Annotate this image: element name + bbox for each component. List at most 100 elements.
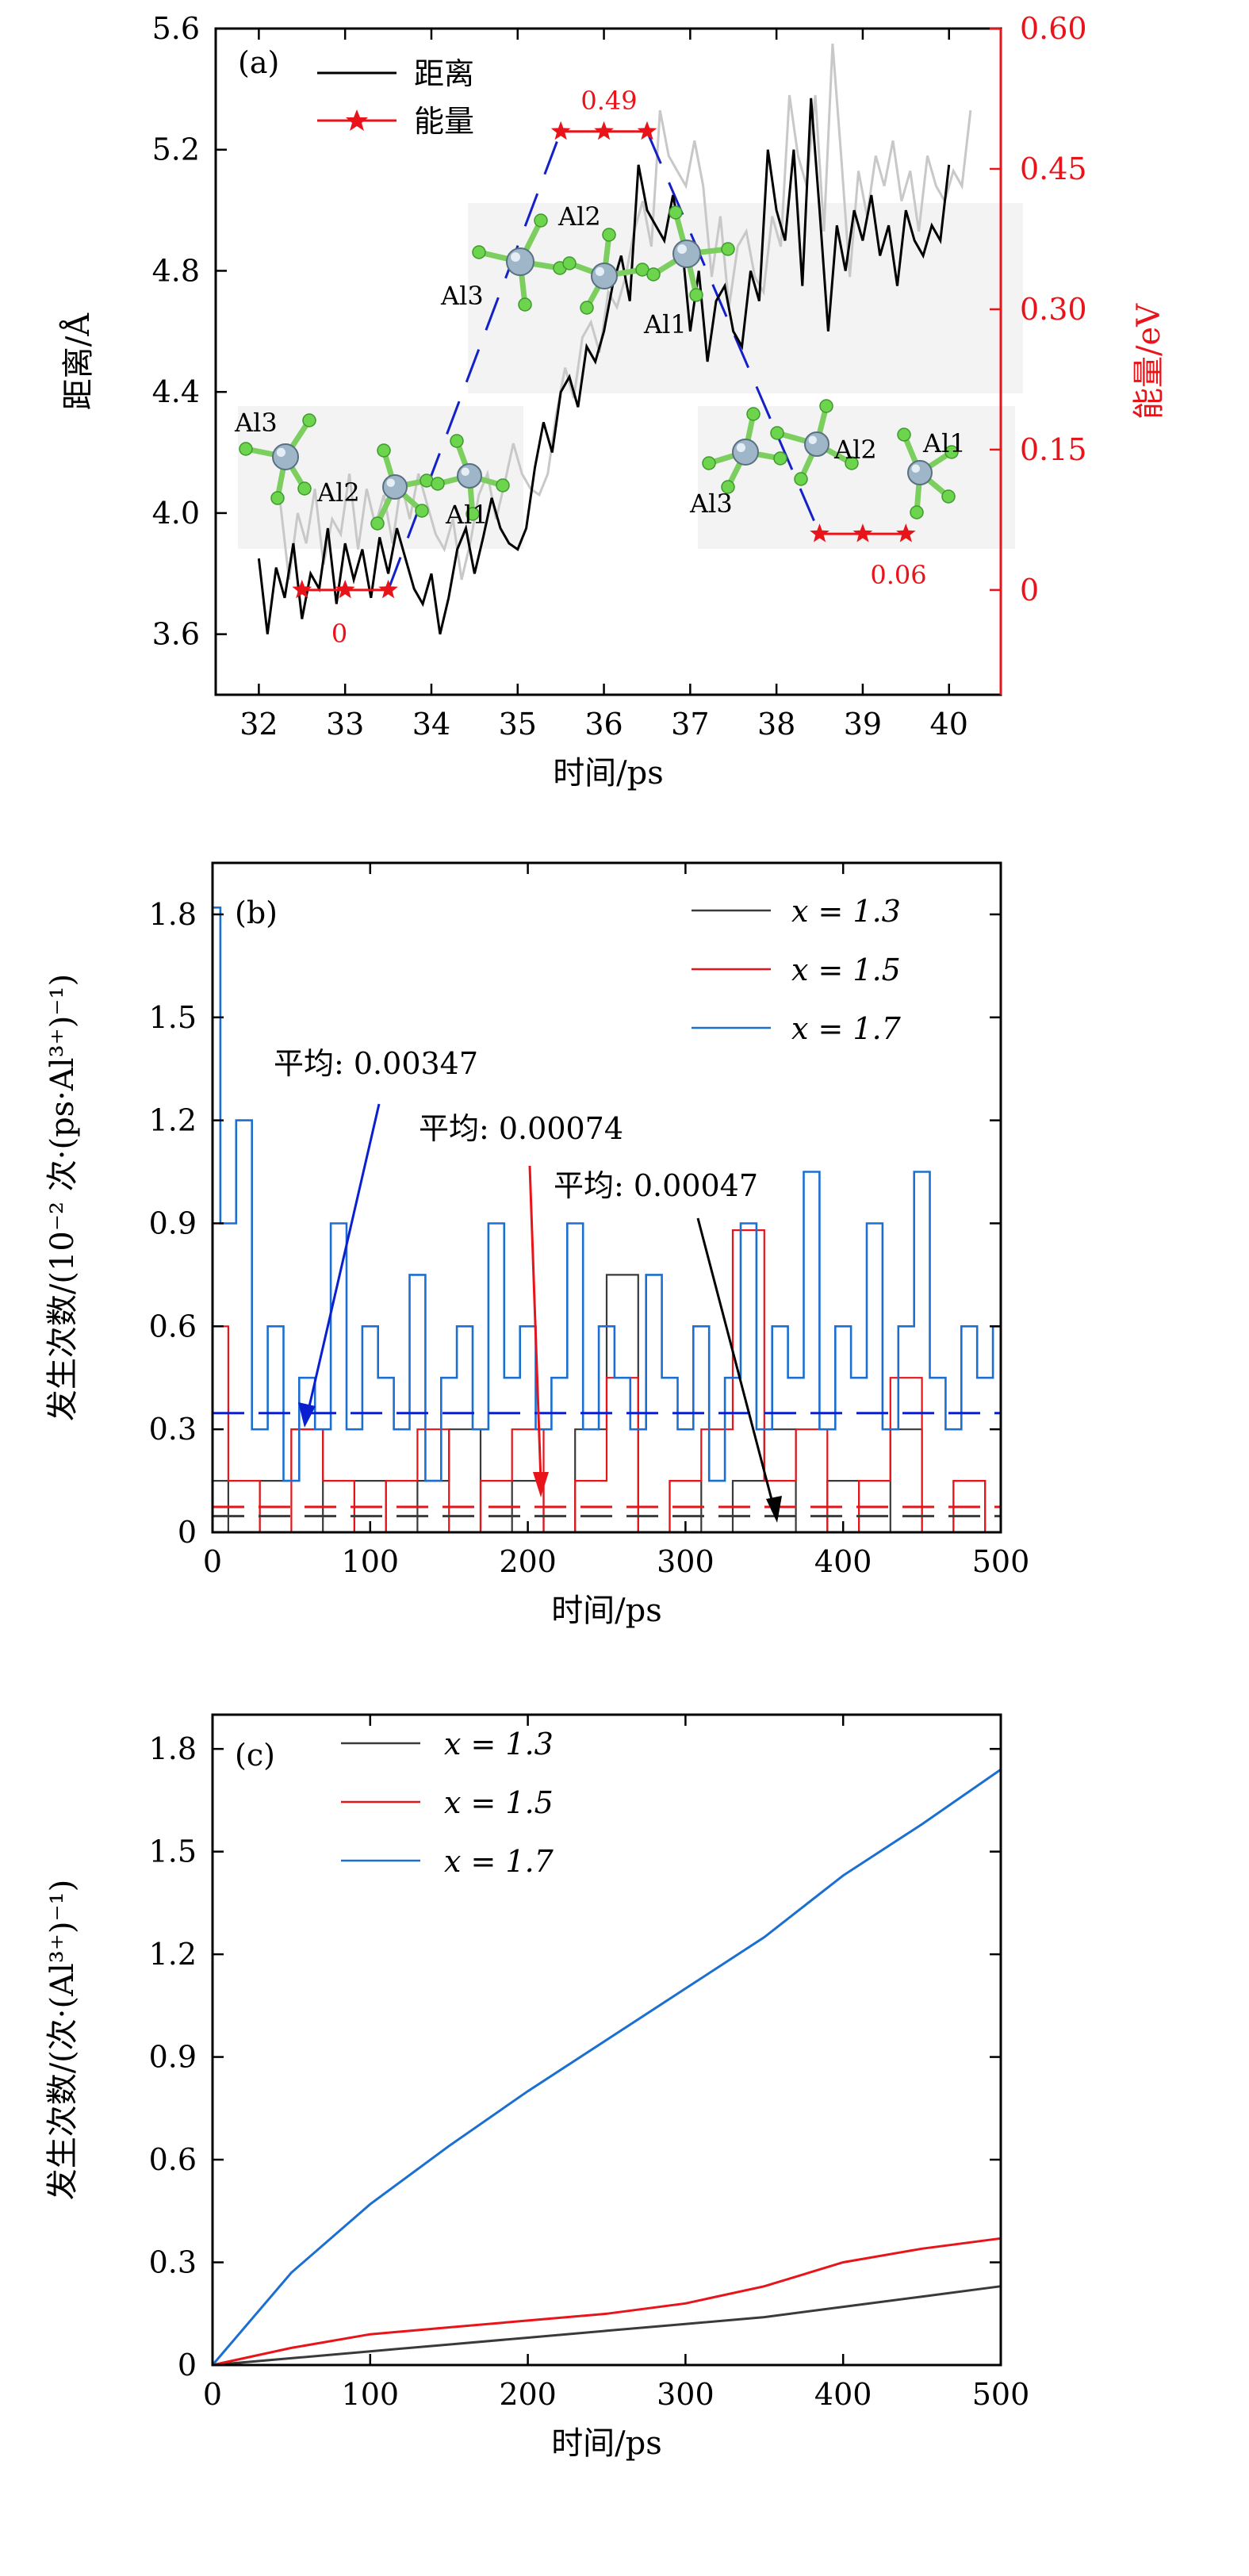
panel-b-y-tick-label: 0.6 (149, 1309, 197, 1344)
fluorine-atom (415, 504, 429, 518)
panel-c-y-axis-label: 发生次数/(次·(Al³⁺)⁻¹) (44, 1880, 81, 2201)
series-distance-line (257, 98, 951, 634)
fluorine-atom (466, 507, 480, 521)
panel-a-y2-axis-label: 能量/eV (1131, 303, 1167, 420)
aluminium-atom (506, 247, 534, 276)
fluorine-atom (646, 267, 661, 282)
series-energy-point (378, 579, 398, 599)
fluorine-atom (302, 413, 316, 427)
mean-arrow-x13 (696, 1217, 776, 1509)
panel-a-x-tick-label: 36 (584, 707, 623, 742)
panel-b-x-axis-label: 时间/ps (551, 1593, 662, 1629)
panel-c-x-tick-label: 500 (972, 2377, 1030, 2412)
fluorine-atom (794, 472, 808, 486)
panel-b-x-tick-label: 200 (499, 1544, 557, 1579)
fluorine-atom (702, 456, 716, 470)
aluminium-atom (457, 463, 482, 489)
panel-b-x-tick-label: 0 (203, 1544, 222, 1579)
energy-label-final: 0.06 (870, 560, 926, 590)
aluminium-atom (804, 431, 829, 457)
panel-b-x-tick-label: 100 (342, 1544, 400, 1579)
molecule-al3-barrier (472, 213, 567, 312)
panel-c-y-tick-label: 1.8 (149, 1731, 197, 1766)
panel-a: 32 33 34 35 36 37 38 39 40 3.6 4.0 4.4 4.8 5.2 5.6 时间/p… (59, 11, 1167, 792)
fluorine-atom (239, 442, 253, 456)
panel-a-y-tick-label: 4.0 (152, 496, 200, 531)
aluminium-atom (907, 460, 933, 485)
panel-c-y-tick-label: 1.5 (149, 1834, 197, 1869)
mean-arrow-x15 (528, 1165, 542, 1482)
molecule-al3-final (702, 407, 787, 494)
aluminium-atom (591, 263, 618, 289)
fluorine-atom (518, 297, 532, 312)
molecule-al2-initial (370, 443, 434, 531)
panel-b-x-tick-label: 400 (814, 1544, 872, 1579)
fluorine-atom (297, 481, 312, 496)
panel-c-y-tick-label: 0.9 (149, 2040, 197, 2075)
panel-a-x-tick-label: 37 (671, 707, 709, 742)
fluorine-atom (721, 242, 735, 256)
mean-arrow-x17-head (298, 1402, 316, 1428)
mean-annotation-x15: 平均: 0.00074 (419, 1111, 623, 1146)
fluorine-atom (941, 489, 956, 504)
series-energy-point (810, 523, 829, 542)
panel-c-y-tick-label: 1.2 (149, 1937, 197, 1972)
panel-b-y-tick-label: 0.9 (149, 1206, 197, 1240)
fluorine-atom (562, 256, 577, 270)
molecule-label-al1-barrier: Al1 (643, 309, 687, 339)
fluorine-atom (496, 478, 510, 493)
panel-a-x-tick-label: 32 (239, 707, 278, 742)
mean-annotation-x13: 平均: 0.00047 (554, 1168, 758, 1203)
panel-b-y-tick-label: 0.3 (149, 1412, 197, 1447)
panel-a-x-tick-label: 34 (412, 707, 450, 742)
series-17-line (213, 907, 1001, 1482)
panel-a-y-tick-label: 4.4 (152, 374, 200, 409)
fluorine-atom (377, 443, 391, 458)
panel-a-y2-tick-label: 0.15 (1020, 432, 1087, 467)
panel-a-y-tick-label: 5.2 (152, 132, 200, 167)
aluminium-atom (272, 443, 299, 470)
panel-c-plot-frame (211, 1713, 1002, 2367)
molecule-al1-final (897, 427, 959, 519)
molecule-label-al3-initial: Al3 (234, 408, 278, 438)
series-13-cumulative-line (212, 2285, 1002, 2367)
panel-c-x-tick-label: 300 (657, 2377, 715, 2412)
panel-a-y2-tick-label: 0.60 (1020, 11, 1087, 46)
panel-c-y-tick-label: 0 (178, 2348, 197, 2382)
legend-energy-star-marker (346, 109, 368, 131)
fluorine-atom (689, 288, 703, 302)
energy-label-barrier: 0.49 (580, 86, 637, 116)
panel-c-x-tick-label: 400 (814, 2377, 872, 2412)
series-energy-point (852, 523, 873, 542)
panel-b-mean-lines (213, 1412, 1001, 1518)
panel-b-y-tick-label: 1.8 (149, 897, 197, 932)
fluorine-atom (721, 480, 735, 494)
molecule-al3-initial (239, 413, 316, 505)
panel-c-x-axis-label: 时间/ps (551, 2425, 662, 2462)
atom-highlight (808, 435, 817, 444)
panel-b: 0 100 200 300 400 500 0 0.3 0.6 0.9 1.2 1.5 1.8 时间/ps… (44, 861, 1029, 1629)
energy-label-initial: 0 (331, 619, 347, 649)
fluorine-atom (270, 491, 285, 505)
fluorine-atom (669, 205, 683, 220)
aluminium-atom (732, 439, 759, 466)
aluminium-atom (672, 240, 701, 268)
legend-distance-label: 距离 (414, 56, 474, 91)
molecule-label-al1-initial: Al1 (445, 500, 488, 530)
panel-a-x-axis-label: 时间/ps (553, 755, 664, 792)
mean-arrow-x13-head (766, 1496, 782, 1523)
panel-c: 0 100 200 300 400 500 0 0.3 0.6 0.9 1.2 1.5 1.8 时间/ps… (44, 1713, 1030, 2462)
panel-c-y-tick-label: 0.3 (149, 2245, 197, 2280)
atom-highlight (386, 478, 395, 487)
panel-a-x-tick-label: 35 (499, 707, 537, 742)
series-energy-point (292, 579, 312, 599)
panel-c-legend: x = 1.3 x = 1.5 x = 1.7 (341, 1727, 554, 1879)
series-energy-point (594, 121, 614, 140)
panel-b-plot-frame (211, 861, 1002, 1534)
panel-a-x-tick-label: 39 (844, 707, 882, 742)
legend-b-x17-label: x = 1.7 (791, 1011, 902, 1046)
atom-highlight (511, 252, 520, 262)
fluorine-atom (845, 456, 859, 470)
panel-b-mean-annotations: 平均: 0.00347 平均: 0.00074 平均: 0.00047 (274, 1046, 782, 1523)
